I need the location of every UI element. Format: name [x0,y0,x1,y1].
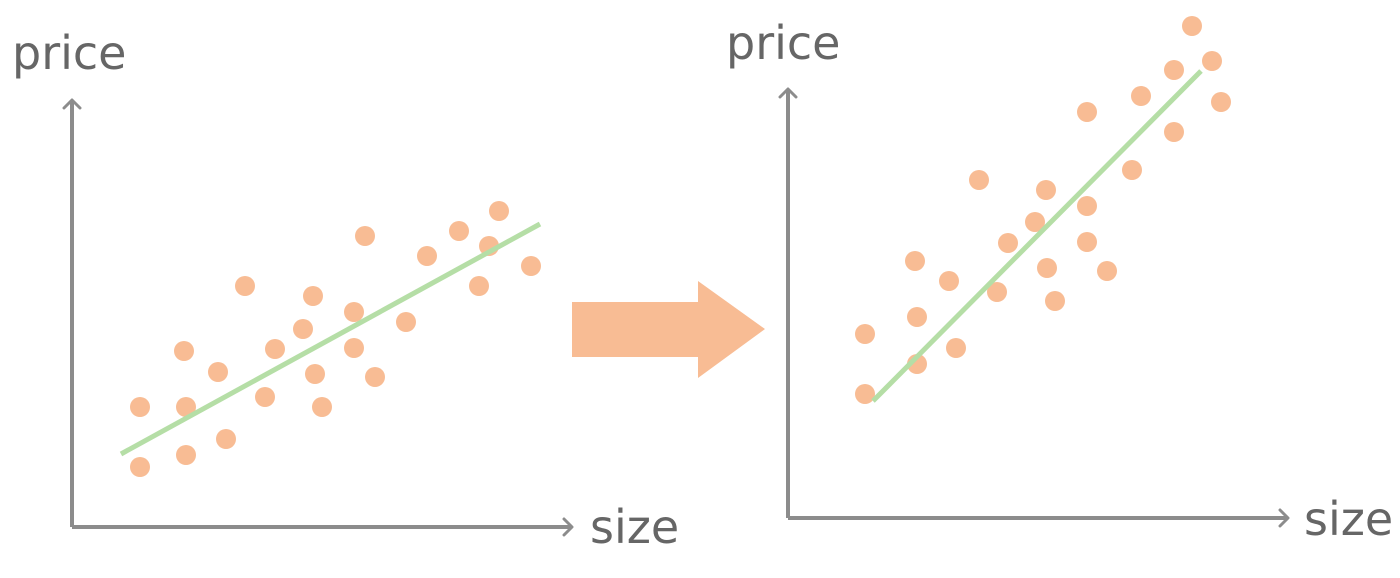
left-point [174,341,194,361]
right-point [1037,258,1057,278]
left-point [130,397,150,417]
right-y-axis-label: price [726,16,840,70]
left-plot: price size [12,26,679,554]
left-point [176,445,196,465]
left-point [355,226,375,246]
right-point [987,282,1007,302]
right-x-axis-label: size [1304,492,1393,546]
right-point [1077,232,1097,252]
left-point [344,338,364,358]
left-point [305,364,325,384]
left-y-axis-label: price [12,26,126,80]
left-point [396,312,416,332]
right-arrow-icon [572,281,765,378]
left-point [303,286,323,306]
left-point [365,367,385,387]
left-point [235,276,255,296]
right-point [905,251,925,271]
right-point [1025,212,1045,232]
right-point [1164,122,1184,142]
right-point [969,170,989,190]
left-point [521,256,541,276]
left-x-axis-label: size [590,500,679,554]
right-point [855,384,875,404]
left-point [265,339,285,359]
left-point [344,302,364,322]
left-point [417,246,437,266]
right-point [1077,102,1097,122]
right-point [1097,261,1117,281]
right-point [1077,196,1097,216]
right-point [1131,86,1151,106]
right-scatter-points [855,16,1231,404]
left-point [293,319,313,339]
right-point [1164,60,1184,80]
right-point [907,307,927,327]
right-point [855,324,875,344]
left-point [176,397,196,417]
right-plot: price size [726,16,1393,546]
right-point [1202,51,1222,71]
left-fit-line [119,221,542,457]
left-point [489,201,509,221]
left-point [312,397,332,417]
left-point [208,362,228,382]
left-point [130,457,150,477]
right-point [1036,180,1056,200]
right-point [1045,291,1065,311]
right-point [946,338,966,358]
right-fit-line [871,69,1203,403]
left-point [469,276,489,296]
right-point [1182,16,1202,36]
right-point [939,271,959,291]
left-scatter-points [130,201,541,477]
right-point [1122,160,1142,180]
right-point [998,233,1018,253]
left-point [255,387,275,407]
left-point [216,429,236,449]
left-point [449,221,469,241]
right-point [1211,92,1231,112]
